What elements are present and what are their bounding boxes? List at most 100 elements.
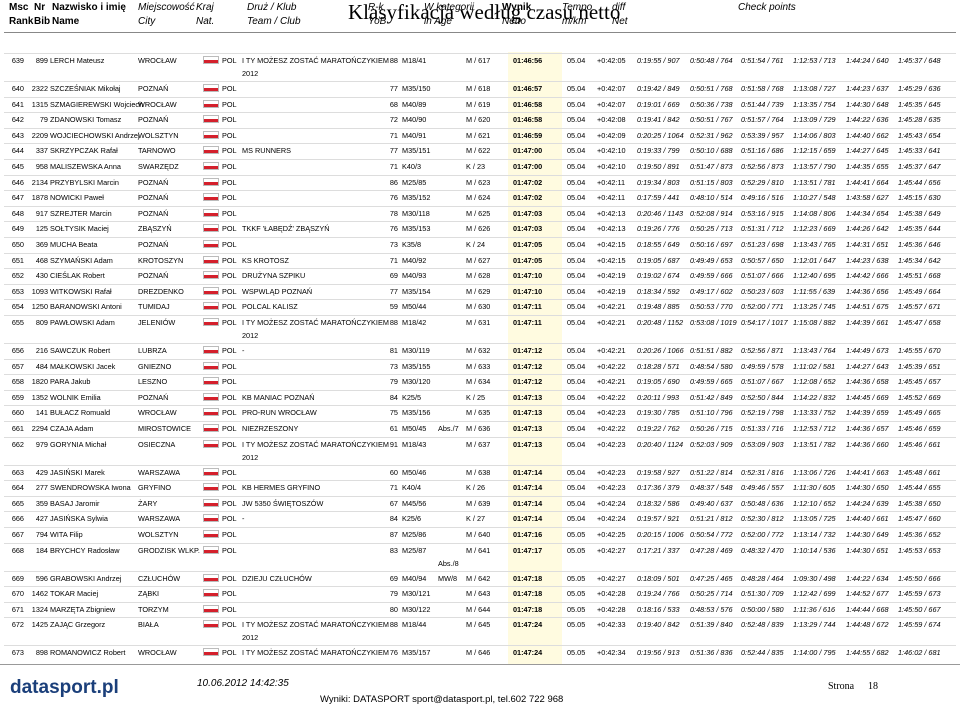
team: MS RUNNERS	[242, 146, 292, 156]
row-separator	[4, 511, 956, 513]
checkpoint: 0:52:30 / 812	[741, 514, 784, 524]
age-place: K / 27	[466, 514, 486, 524]
nat: POL	[222, 424, 237, 433]
name: NOWICKI Paweł	[50, 193, 104, 203]
checkpoint: 1:45:59 / 673	[898, 589, 941, 599]
row-separator	[4, 127, 956, 129]
nat: POL	[222, 483, 237, 493]
rank: 660	[11, 408, 24, 418]
checkpoint: 0:18:28 / 571	[637, 361, 680, 371]
rank: 652	[11, 271, 24, 281]
flag	[203, 318, 219, 326]
category: M35/152	[402, 193, 431, 203]
yob: 77	[389, 286, 398, 296]
age-place: K / 25	[466, 392, 486, 402]
row-separator	[4, 495, 956, 497]
yob: 76	[389, 224, 398, 234]
checkpoint: 1:44:39 / 661	[846, 318, 889, 327]
checkpoint: 0:48:54 / 580	[690, 361, 733, 371]
nat: POL	[222, 361, 237, 371]
nat: POL	[222, 346, 237, 355]
diff: +0:42:09	[597, 130, 626, 140]
row-separator	[4, 190, 956, 192]
flag	[203, 99, 219, 108]
bib: 1878	[31, 193, 48, 203]
bib: 468	[35, 255, 48, 265]
netto: 01:47:24	[513, 648, 543, 658]
yob: 76	[389, 648, 398, 658]
diff: +0:42:07	[597, 84, 626, 93]
category: M35/155	[402, 361, 431, 371]
diff: +0:42:13	[597, 208, 626, 218]
name: CZAJA Adam	[50, 424, 94, 433]
name: SWENDROWSKA Iwona	[50, 483, 131, 493]
city: POZNAŃ	[138, 392, 169, 402]
checkpoint: 1:44:52 / 677	[846, 589, 889, 599]
flag	[203, 271, 219, 280]
checkpoint: 0:51:47 / 873	[690, 162, 733, 171]
category: M35/150	[402, 84, 431, 93]
checkpoint: 0:20:26 / 1066	[637, 346, 684, 355]
header-team-en: Team / Club	[247, 16, 301, 27]
yob: 71	[389, 162, 398, 171]
abs: Abs./8	[438, 558, 459, 568]
netto: 01:47:13	[513, 439, 543, 449]
header-team: Druż / Klub	[247, 2, 297, 13]
rank: 648	[11, 208, 24, 218]
yob: 81	[389, 346, 398, 355]
checkpoint: 1:44:40 / 662	[846, 130, 889, 140]
checkpoint: 1:45:38 / 650	[898, 498, 941, 508]
city: POZNAŃ	[138, 271, 169, 281]
checkpoint: 0:17:21 / 337	[637, 545, 680, 555]
diff: +0:42:10	[597, 162, 626, 171]
checkpoint: 1:45:15 / 630	[898, 193, 941, 203]
diff: +0:42:23	[597, 439, 626, 449]
city: LESZNO	[138, 377, 168, 387]
team: NIEZRZESZONY	[242, 424, 299, 433]
checkpoint: 0:19:05 / 690	[637, 377, 680, 387]
checkpoint: 1:12:15 / 659	[793, 146, 836, 156]
row-separator	[4, 81, 956, 82]
category: M18/43	[402, 439, 427, 449]
checkpoint: 0:19:02 / 674	[637, 271, 680, 281]
checkpoint: 0:19:50 / 891	[637, 162, 680, 171]
checkpoint: 1:45:49 / 665	[898, 408, 941, 418]
checkpoint: 0:51:36 / 836	[690, 648, 733, 658]
checkpoint: 1:13:29 / 744	[793, 620, 836, 630]
flag	[203, 224, 219, 233]
checkpoint: 0:47:25 / 465	[690, 573, 733, 583]
tempo: 05.04	[567, 177, 586, 187]
yob: 77	[389, 84, 398, 93]
netto: 01:47:14	[513, 498, 543, 508]
checkpoint: 1:14:08 / 806	[793, 208, 836, 218]
checkpoint: 0:20:40 / 1124	[637, 439, 684, 449]
checkpoint: 0:19:55 / 907	[637, 56, 680, 65]
netto: 01:47:18	[513, 573, 543, 583]
team: WSPWLĄD POZNAŃ	[242, 286, 313, 296]
checkpoint: 1:44:39 / 659	[846, 408, 889, 418]
flag	[203, 286, 219, 295]
city: WROCŁAW	[138, 99, 177, 109]
checkpoint: 1:45:47 / 660	[898, 514, 941, 524]
checkpoint: 0:49:46 / 557	[741, 483, 784, 493]
diff: +0:42:25	[597, 530, 626, 539]
category: M25/85	[402, 177, 427, 187]
checkpoint: 0:18:16 / 533	[637, 604, 680, 614]
checkpoint: 1:44:22 / 636	[846, 115, 889, 125]
city: POZNAŃ	[138, 177, 169, 187]
tempo: 05.04	[567, 99, 586, 109]
nat: POL	[222, 56, 237, 65]
header-diff-en: Net	[612, 16, 628, 27]
rank: 639	[11, 56, 24, 65]
checkpoint: 1:45:36 / 646	[898, 240, 941, 249]
name: SAWCZUK Robert	[50, 346, 111, 355]
category: M40/92	[402, 255, 427, 265]
checkpoint: 1:12:10 / 652	[793, 498, 836, 508]
checkpoint: 0:17:59 / 441	[637, 193, 680, 203]
contact: Wyniki: DATASPORT sport@datasport.pl, te…	[320, 694, 564, 705]
bib: 141	[35, 408, 48, 418]
checkpoint: 0:19:40 / 842	[637, 620, 680, 630]
nat: POL	[222, 573, 237, 583]
checkpoint: 0:50:51 / 767	[690, 115, 733, 125]
checkpoint: 0:49:40 / 637	[690, 498, 733, 508]
